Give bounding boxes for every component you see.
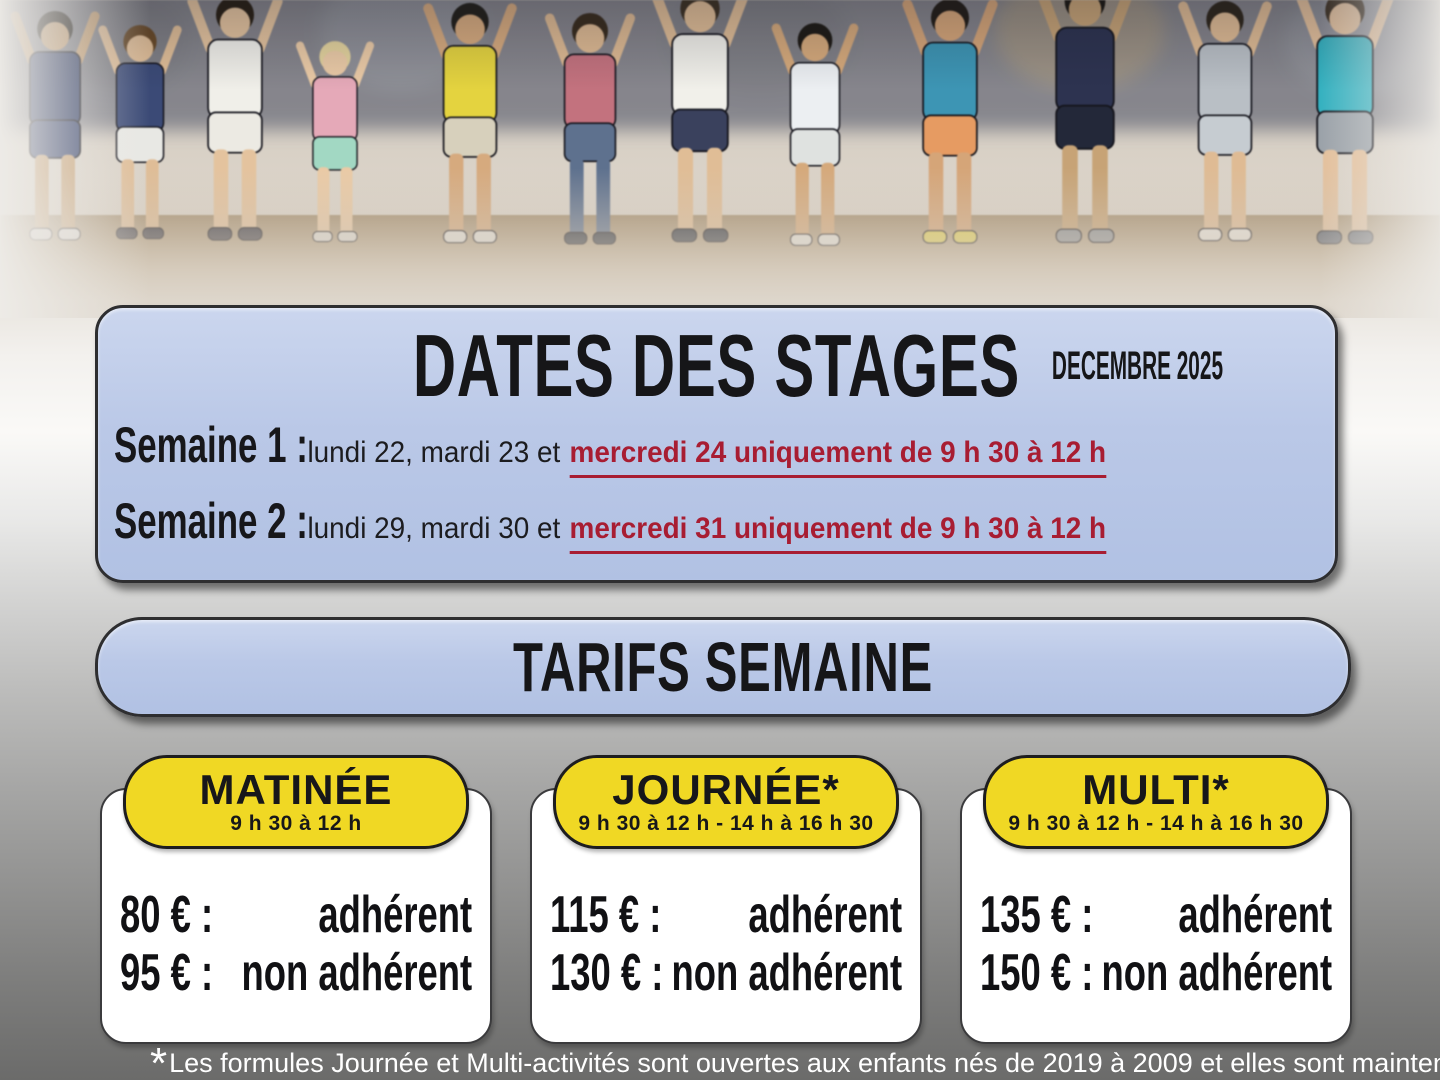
price-card-matinee-header: MATINÉE 9 h 30 à 12 h (123, 755, 469, 849)
price-label: non adhérent (1101, 944, 1333, 1003)
week-1-label: Semaine 1 : (114, 417, 308, 473)
price-card-multi-header: MULTI* 9 h 30 à 12 h - 14 h à 16 h 30 (983, 755, 1329, 849)
price-label: adhérent (748, 886, 903, 944)
price-card-matinee: MATINÉE 9 h 30 à 12 h 80 € : adhérent 95… (100, 755, 492, 1044)
price-row: 150 € : non adhérent (980, 944, 1332, 1002)
price-card-multi: MULTI* 9 h 30 à 12 h - 14 h à 16 h 30 13… (960, 755, 1352, 1044)
footnote-text: Les formules Journée et Multi-activités … (169, 1048, 1440, 1078)
price-value: 130 € : (550, 944, 664, 1003)
photo-right-fade (1320, 0, 1440, 318)
dates-header: DATES DES STAGES DECEMBRE 2025 (98, 308, 1335, 410)
price-card-matinee-hours: 9 h 30 à 12 h (230, 812, 362, 836)
price-card-journee-name: JOURNÉE* (612, 765, 840, 813)
photo-left-fade (0, 0, 150, 318)
price-label: adhérent (1178, 886, 1333, 944)
price-card-matinee-name: MATINÉE (199, 765, 393, 813)
footnote-asterisk: * (150, 1039, 168, 1080)
price-card-matinee-body: 80 € : adhérent 95 € : non adhérent (102, 790, 490, 1002)
price-card-journee-hours: 9 h 30 à 12 h - 14 h à 16 h 30 (578, 812, 874, 836)
week-1-days: lundi 22, mardi 23 et (307, 436, 561, 469)
dates-panel: DATES DES STAGES DECEMBRE 2025 Semaine 1… (95, 305, 1338, 583)
price-value: 80 € : (120, 886, 214, 944)
price-row: 80 € : adhérent (120, 886, 472, 944)
week-2-days: lundi 29, mardi 30 et (307, 512, 561, 545)
price-label: non adhérent (241, 944, 473, 1003)
price-row: 115 € : adhérent (550, 886, 902, 944)
price-row: 95 € : non adhérent (120, 944, 472, 1002)
price-row: 135 € : adhérent (980, 886, 1332, 944)
price-value: 150 € : (980, 944, 1094, 1003)
price-value: 115 € : (550, 886, 662, 944)
photo-top-fade (0, 0, 1440, 90)
price-card-multi-name: MULTI* (1082, 765, 1230, 813)
dates-period: DECEMBRE 2025 (1051, 344, 1223, 388)
week-2-highlight: mercredi 31 uniquement de 9 h 30 à 12 h (569, 512, 1107, 554)
children-group-photo (0, 0, 1440, 318)
price-label: non adhérent (671, 944, 903, 1003)
tarifs-panel: TARIFS SEMAINE (95, 617, 1351, 717)
price-card-journee-header: JOURNÉE* 9 h 30 à 12 h - 14 h à 16 h 30 (553, 755, 899, 849)
price-card-journee: JOURNÉE* 9 h 30 à 12 h - 14 h à 16 h 30 … (530, 755, 922, 1044)
week-2-label: Semaine 2 : (114, 493, 308, 549)
price-card-multi-hours: 9 h 30 à 12 h - 14 h à 16 h 30 (1008, 812, 1304, 836)
week-1-highlight: mercredi 24 uniquement de 9 h 30 à 12 h (569, 436, 1107, 478)
photo-bottom-fade (0, 168, 1440, 318)
price-value: 95 € : (120, 944, 214, 1003)
tarifs-title: TARIFS SEMAINE (513, 628, 933, 706)
price-label: adhérent (318, 886, 473, 944)
price-value: 135 € : (980, 886, 1094, 944)
price-card-journee-body: 115 € : adhérent 130 € : non adhérent (532, 790, 920, 1002)
week-row-1: Semaine 1 : lundi 22, mardi 23 et mercre… (114, 417, 1107, 478)
dates-title: DATES DES STAGES (412, 316, 1021, 415)
price-row: 130 € : non adhérent (550, 944, 902, 1002)
footnote: *Les formules Journée et Multi-activités… (150, 1042, 1440, 1080)
price-card-multi-body: 135 € : adhérent 150 € : non adhérent (962, 790, 1350, 1002)
week-row-2: Semaine 2 : lundi 29, mardi 30 et mercre… (114, 493, 1107, 554)
